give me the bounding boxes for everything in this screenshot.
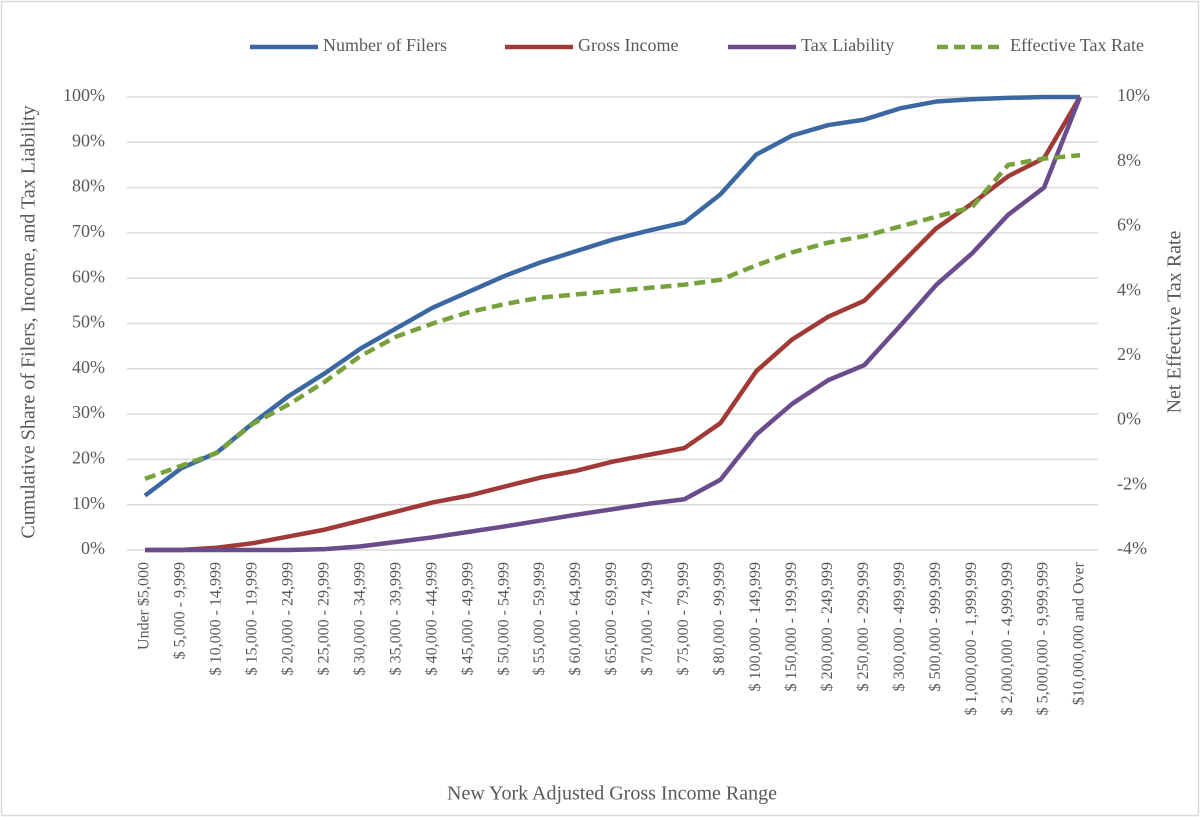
x-tick-label: $ 5,000,000 - 9,999,999 — [1035, 562, 1052, 715]
x-tick-label: Under $5,000 — [136, 562, 153, 650]
x-tick-label: $ 65,000 - 69,999 — [603, 562, 620, 675]
y2-tick-label: 4% — [1117, 279, 1141, 299]
y2-tick-label: 0% — [1117, 409, 1141, 429]
legend-label: Tax Liability — [801, 35, 894, 55]
x-tick-label: $ 100,000 - 149,999 — [747, 562, 764, 691]
y2-tick-label: -2% — [1117, 473, 1147, 493]
x-tick-label: $ 150,000 - 199,999 — [783, 562, 800, 691]
y-tick-label: 60% — [72, 266, 105, 286]
x-tick-label: $ 35,000 - 39,999 — [387, 562, 404, 675]
y-tick-label: 0% — [81, 538, 105, 558]
y-tick-label: 50% — [72, 312, 105, 332]
y-tick-label: 30% — [72, 402, 105, 422]
y-tick-label: 20% — [72, 448, 105, 468]
x-tick-label: $ 5,000 - 9,999 — [172, 562, 189, 659]
series-line — [144, 96, 1083, 553]
x-tick-label: $ 500,000 - 999,999 — [927, 562, 944, 691]
y-axis-title: Cumulative Share of Filers, Income, and … — [18, 105, 40, 538]
legend-label: Gross Income — [578, 35, 678, 55]
y2-tick-label: 10% — [1117, 85, 1150, 105]
x-tick-label: $10,000,000 and Over — [1071, 561, 1088, 705]
legend-label: Number of Filers — [323, 35, 447, 55]
x-tick-label: $ 75,000 - 79,999 — [675, 562, 692, 675]
x-axis-title: New York Adjusted Gross Income Range — [447, 783, 777, 805]
x-tick-label: $ 60,000 - 64,999 — [567, 562, 584, 675]
y-tick-label: 90% — [72, 130, 105, 150]
x-tick-label: $ 70,000 - 74,999 — [639, 562, 656, 675]
x-tick-label: $ 1,000,000 - 1,999,999 — [963, 562, 980, 715]
y2-tick-label: 6% — [1117, 215, 1141, 235]
x-tick-label: $ 50,000 - 54,999 — [495, 562, 512, 675]
x-tick-label: $ 250,000 - 299,999 — [855, 562, 872, 691]
x-tick-label: $ 300,000 - 499,999 — [891, 562, 908, 691]
series-line — [144, 95, 1082, 553]
y-tick-label: 100% — [63, 85, 105, 105]
x-tick-label: $ 30,000 - 34,999 — [351, 562, 368, 675]
x-tick-label: $ 80,000 - 99,999 — [711, 562, 728, 675]
y-tick-label: 80% — [72, 176, 105, 196]
x-tick-label: $ 55,000 - 59,999 — [531, 562, 548, 675]
x-tick-label: $ 200,000 - 249,999 — [819, 562, 836, 691]
x-tick-label: $ 15,000 - 19,999 — [244, 562, 261, 675]
series-line — [144, 153, 1081, 481]
x-tick-label: $ 20,000 - 24,999 — [280, 562, 297, 675]
y-tick-label: 70% — [72, 221, 105, 241]
legend-label: Effective Tax Rate — [1010, 35, 1144, 55]
y2-axis-title: Net Effective Tax Rate — [1164, 230, 1186, 413]
y-tick-label: 40% — [72, 357, 105, 377]
y2-tick-label: 8% — [1117, 150, 1141, 170]
y-tick-label: 10% — [72, 493, 105, 513]
x-tick-label: $ 45,000 - 49,999 — [459, 562, 476, 675]
x-tick-label: $ 10,000 - 14,999 — [208, 562, 225, 675]
y2-tick-label: 2% — [1117, 344, 1141, 364]
x-tick-label: $ 40,000 - 44,999 — [423, 562, 440, 675]
y2-tick-label: -4% — [1117, 538, 1147, 558]
x-tick-label: $ 25,000 - 29,999 — [315, 562, 332, 675]
series-line — [143, 94, 1081, 498]
x-tick-label: $ 2,000,000 - 4,999,999 — [999, 562, 1016, 715]
